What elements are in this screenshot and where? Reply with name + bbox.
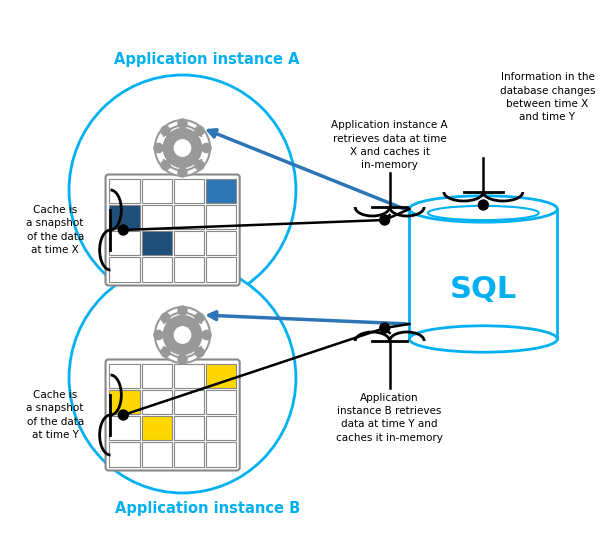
Bar <box>110 442 139 466</box>
Circle shape <box>160 347 171 357</box>
Bar <box>205 205 236 229</box>
Text: Cache is
a snapshot
of the data
at time Y: Cache is a snapshot of the data at time … <box>27 390 84 440</box>
Circle shape <box>160 160 171 170</box>
Bar <box>142 179 171 203</box>
Bar <box>110 179 139 203</box>
Circle shape <box>153 330 164 340</box>
Circle shape <box>160 125 171 136</box>
Circle shape <box>69 263 296 493</box>
Bar <box>173 179 204 203</box>
Circle shape <box>155 120 210 176</box>
Bar <box>173 416 204 440</box>
Circle shape <box>478 200 488 210</box>
Text: SQL: SQL <box>450 275 517 304</box>
Bar <box>142 363 171 388</box>
Circle shape <box>380 323 390 333</box>
Bar <box>205 416 236 440</box>
Circle shape <box>195 312 205 323</box>
Bar <box>110 257 139 282</box>
Circle shape <box>162 315 202 355</box>
Bar <box>110 363 139 388</box>
Text: Information in the
database changes
between time X
and time Y: Information in the database changes betw… <box>500 72 595 122</box>
Bar <box>173 205 204 229</box>
Circle shape <box>201 142 211 153</box>
Circle shape <box>153 142 164 153</box>
Circle shape <box>118 225 128 235</box>
Bar <box>142 257 171 282</box>
Bar <box>410 209 558 339</box>
Ellipse shape <box>410 196 558 222</box>
Circle shape <box>118 410 128 420</box>
Circle shape <box>155 307 210 363</box>
FancyBboxPatch shape <box>105 359 240 471</box>
Circle shape <box>160 312 171 323</box>
Circle shape <box>177 167 188 178</box>
Bar <box>142 390 171 414</box>
Text: Application instance A: Application instance A <box>115 52 300 67</box>
Bar <box>110 416 139 440</box>
Text: Application instance B: Application instance B <box>115 501 300 516</box>
Bar <box>173 257 204 282</box>
Circle shape <box>177 305 188 316</box>
Circle shape <box>69 75 296 305</box>
Bar <box>205 363 236 388</box>
Bar <box>142 231 171 255</box>
Bar <box>110 390 139 414</box>
Bar <box>110 205 139 229</box>
Circle shape <box>195 160 205 170</box>
FancyBboxPatch shape <box>105 174 240 286</box>
Circle shape <box>380 215 390 225</box>
Bar <box>173 390 204 414</box>
Circle shape <box>162 128 202 168</box>
Circle shape <box>195 125 205 136</box>
Bar <box>205 257 236 282</box>
Bar <box>142 442 171 466</box>
Text: Application instance A
retrieves data at time
X and caches it
in-memory: Application instance A retrieves data at… <box>331 121 448 170</box>
Bar <box>173 231 204 255</box>
Bar <box>110 231 139 255</box>
Circle shape <box>201 330 211 340</box>
Circle shape <box>177 354 188 364</box>
Bar <box>173 442 204 466</box>
Bar <box>142 205 171 229</box>
Circle shape <box>174 326 191 344</box>
Bar <box>205 231 236 255</box>
Bar <box>205 179 236 203</box>
Text: Cache is
a snapshot
of the data
at time X: Cache is a snapshot of the data at time … <box>27 205 84 255</box>
Bar <box>173 363 204 388</box>
Bar <box>205 390 236 414</box>
Bar <box>205 442 236 466</box>
Circle shape <box>195 347 205 357</box>
Circle shape <box>177 118 188 129</box>
Ellipse shape <box>410 326 558 352</box>
Text: Application
instance B retrieves
data at time Y and
caches it in-memory: Application instance B retrieves data at… <box>336 393 443 443</box>
Bar <box>142 416 171 440</box>
Circle shape <box>174 139 191 157</box>
